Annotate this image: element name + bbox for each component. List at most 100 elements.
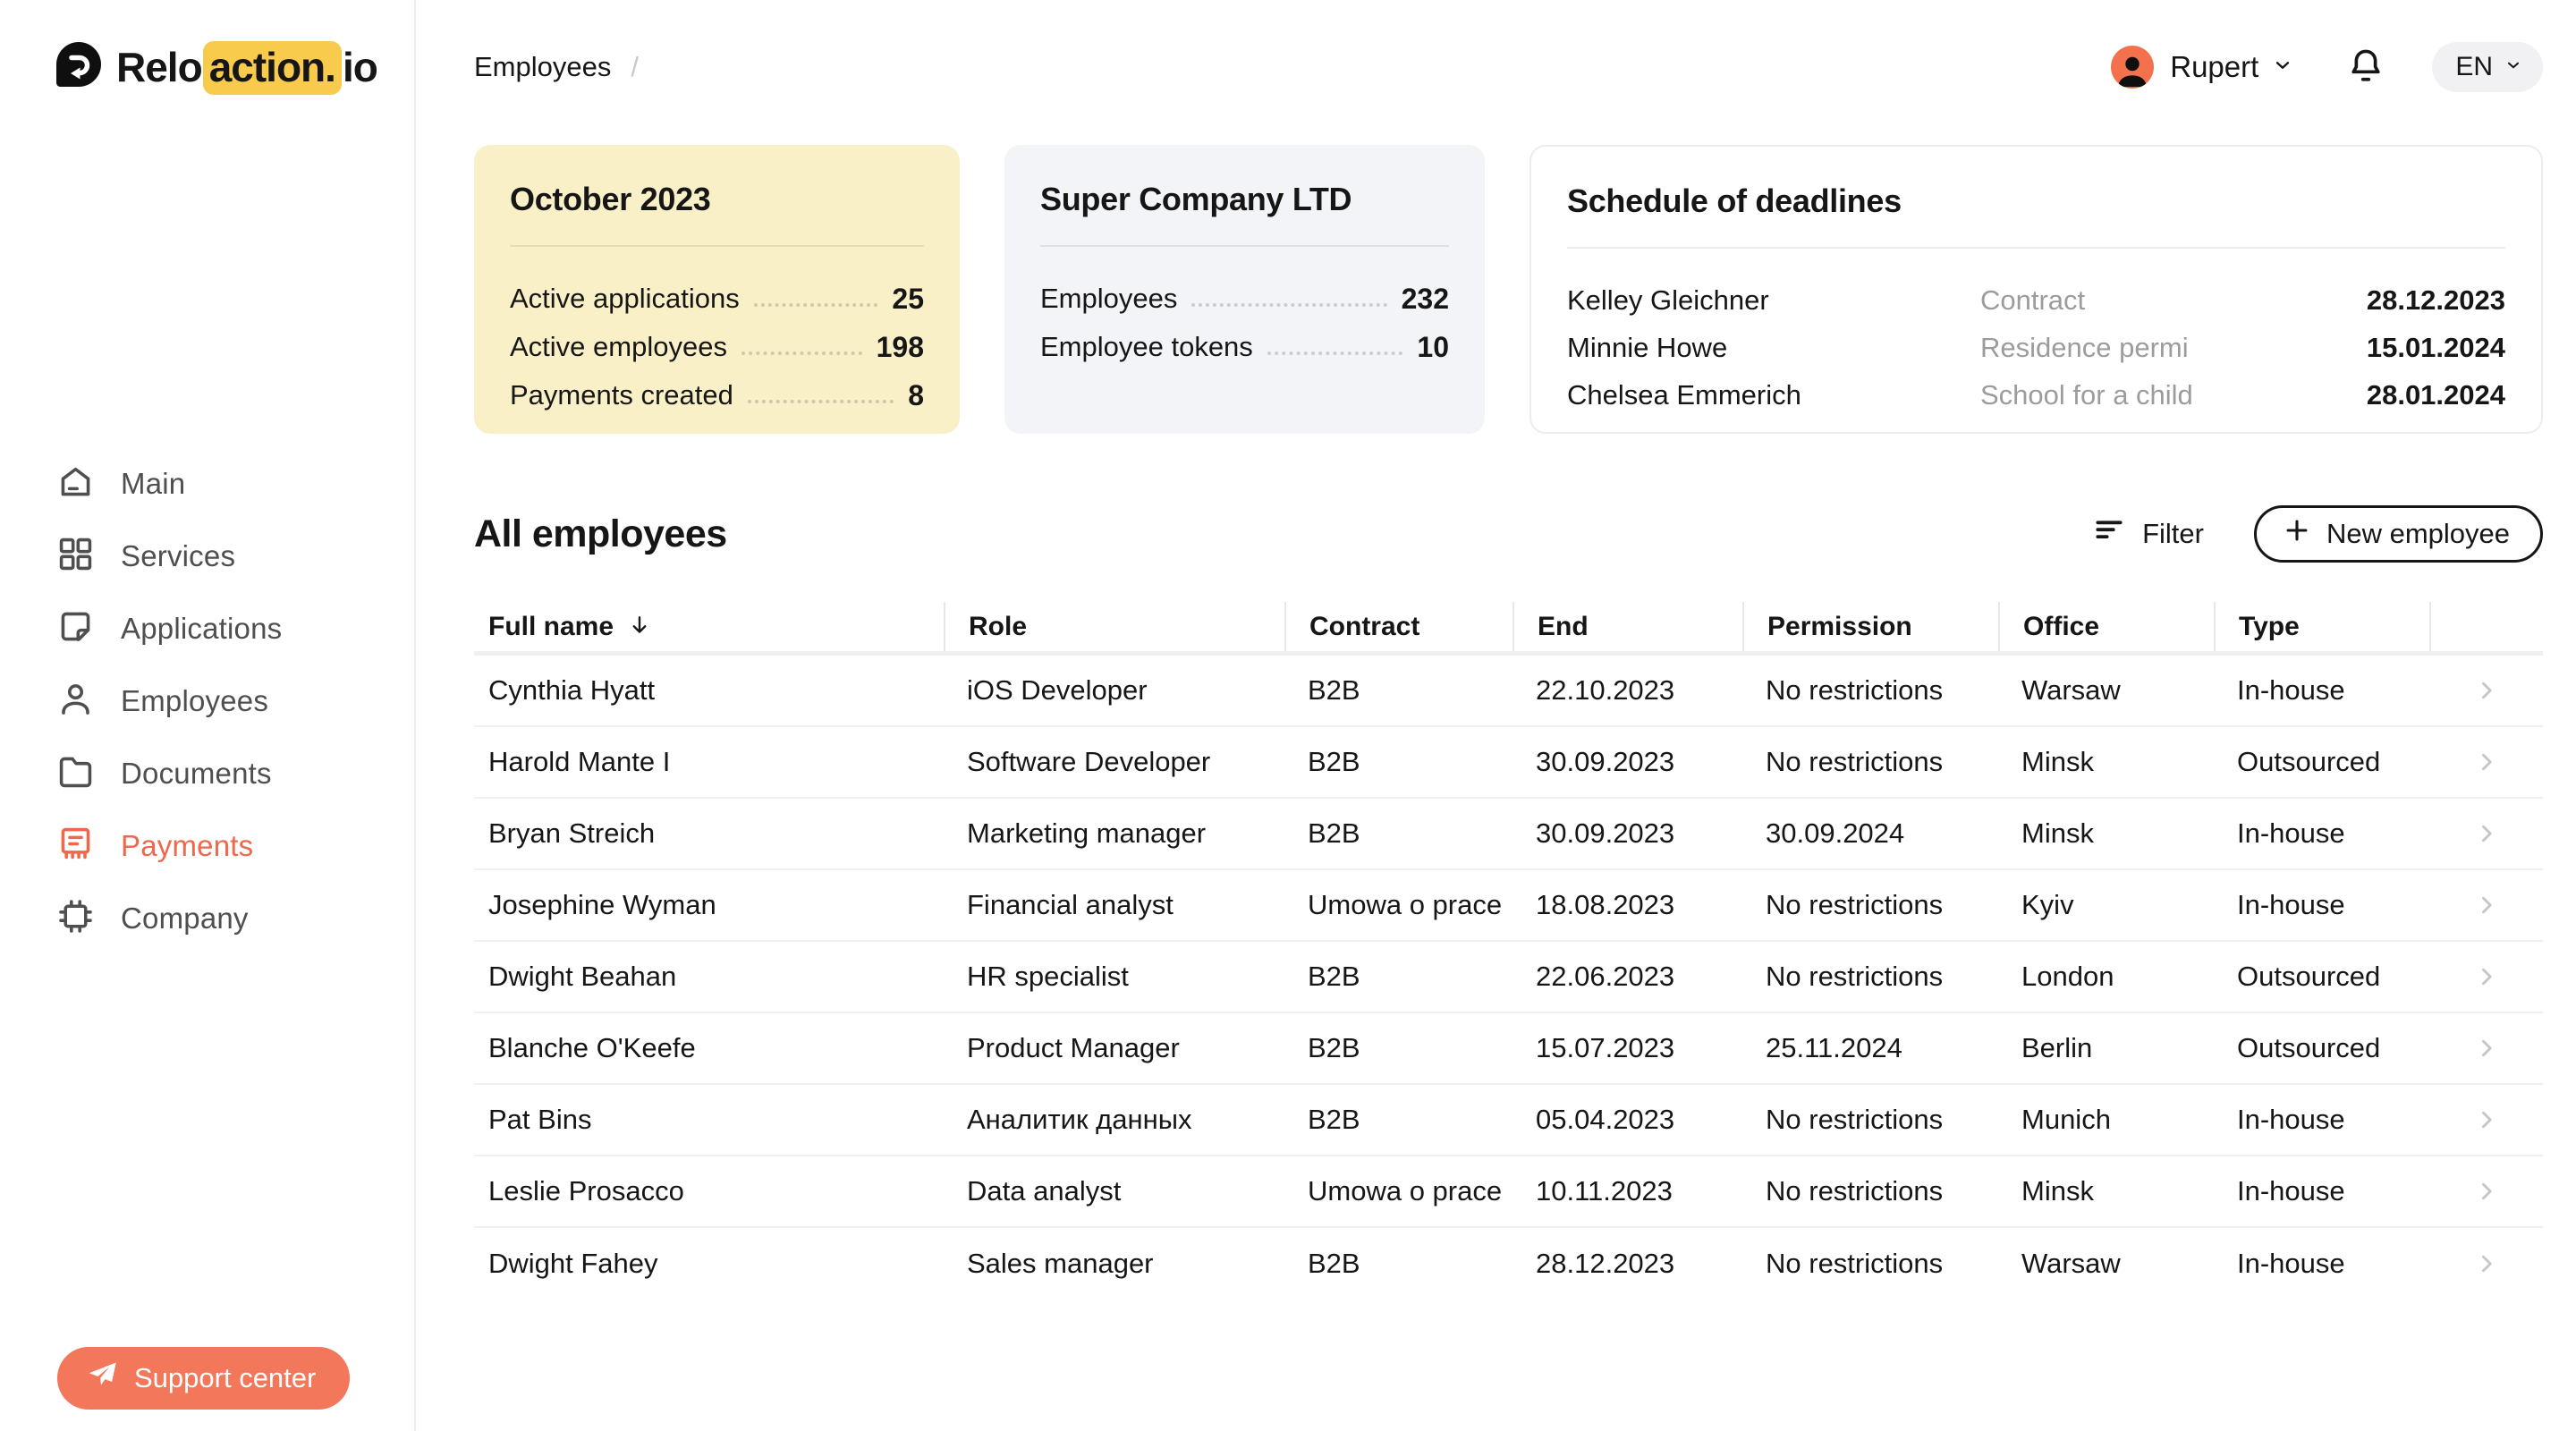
- deadline-date: 15.01.2024: [2366, 332, 2505, 363]
- breadcrumb-separator: /: [631, 51, 639, 82]
- avatar[interactable]: [2111, 46, 2155, 89]
- topbar-right: Rupert EN: [2111, 42, 2543, 92]
- company-summary-card: Super Company LTD Employees 232 Employee…: [1004, 145, 1485, 434]
- column-header-full-name[interactable]: Full name: [474, 602, 944, 651]
- cell-office: Warsaw: [2021, 1248, 2121, 1279]
- page-title: All employees: [474, 512, 727, 555]
- table-row[interactable]: Pat Bins Аналитик данных B2B 05.04.2023 …: [474, 1085, 2543, 1156]
- column-header-end: End: [1513, 602, 1742, 651]
- filter-button[interactable]: Filter: [2092, 513, 2204, 555]
- deadline-row: Kelley Gleichner Contract 28.12.2023: [1567, 283, 2505, 318]
- sidebar-item-payments[interactable]: Payments: [55, 809, 387, 882]
- language-selector[interactable]: EN: [2432, 42, 2543, 92]
- cell-type: In-house: [2237, 1175, 2345, 1207]
- cell-full-name: Harold Mante I: [488, 746, 671, 777]
- stat-row: Employees 232: [1040, 281, 1449, 317]
- cell-type: In-house: [2237, 889, 2345, 920]
- sidebar-item-label: Company: [121, 901, 249, 935]
- table-row[interactable]: Blanche O'Keefe Product Manager B2B 15.0…: [474, 1013, 2543, 1085]
- stat-row: Active employees 198: [510, 329, 924, 365]
- support-center-button[interactable]: Support center: [57, 1347, 351, 1410]
- language-label: EN: [2455, 52, 2493, 81]
- user-menu-chevron-down-icon[interactable]: [2271, 54, 2294, 81]
- stat-label: Employees: [1040, 283, 1178, 314]
- sidebar-item-label: Payments: [121, 828, 254, 862]
- deadline-date: 28.12.2023: [2366, 284, 2505, 316]
- table-row[interactable]: Leslie Prosacco Data analyst Umowa o pra…: [474, 1156, 2543, 1228]
- deadline-name: Kelley Gleichner: [1567, 284, 1769, 316]
- cell-full-name: Pat Bins: [488, 1104, 592, 1135]
- sidebar-item-label: Services: [121, 538, 236, 572]
- sidebar-item-main[interactable]: Main: [55, 447, 387, 520]
- support-center-label: Support center: [134, 1362, 317, 1393]
- sidebar-item-employees[interactable]: Employees: [55, 665, 387, 737]
- cell-contract: B2B: [1308, 817, 1360, 849]
- user-name[interactable]: Rupert: [2170, 50, 2259, 83]
- chevron-right-icon: [2429, 747, 2543, 777]
- cell-end: 30.09.2023: [1536, 746, 1675, 777]
- table-row[interactable]: Harold Mante I Software Developer B2B 30…: [474, 727, 2543, 799]
- grid-icon: [55, 534, 96, 579]
- table-actions: Filter New employee: [2092, 505, 2543, 563]
- sidebar-item-services[interactable]: Services: [55, 520, 387, 592]
- chevron-right-icon: [2429, 818, 2543, 849]
- deadline-name: Minnie Howe: [1567, 332, 1728, 363]
- dotted-leader: [1191, 303, 1387, 307]
- cell-role: Sales manager: [967, 1248, 1154, 1279]
- dotted-leader: [747, 400, 894, 403]
- cell-office: Munich: [2021, 1104, 2111, 1135]
- chevron-right-icon: [2429, 1033, 2543, 1063]
- employees-section-header: All employees Filter New employee: [474, 505, 2543, 563]
- deadline-name: Chelsea Emmerich: [1567, 379, 1801, 411]
- cell-type: In-house: [2237, 1104, 2345, 1135]
- cell-office: Minsk: [2021, 746, 2094, 777]
- breadcrumb-employees[interactable]: Employees: [474, 51, 612, 82]
- cell-office: Kyiv: [2021, 889, 2074, 920]
- logo-pin-icon: [54, 39, 104, 94]
- folder-icon: [55, 751, 96, 796]
- filter-label: Filter: [2142, 518, 2204, 549]
- cell-permission: No restrictions: [1766, 1248, 1944, 1279]
- stat-label: Employee tokens: [1040, 331, 1253, 362]
- notifications-bell-icon[interactable]: [2346, 46, 2385, 89]
- stat-row: Employee tokens 10: [1040, 329, 1449, 365]
- plus-icon: [2282, 515, 2312, 553]
- logo[interactable]: Relo action. io: [54, 39, 378, 95]
- sidebar-item-documents[interactable]: Documents: [55, 737, 387, 809]
- card-title: October 2023: [510, 181, 711, 217]
- stat-label: Payments created: [510, 379, 733, 411]
- column-header-contract: Contract: [1284, 602, 1513, 651]
- table-row[interactable]: Josephine Wyman Financial analyst Umowa …: [474, 870, 2543, 942]
- table-row[interactable]: Bryan Streich Marketing manager B2B 30.0…: [474, 799, 2543, 870]
- cell-role: Product Manager: [967, 1032, 1180, 1063]
- cell-full-name: Josephine Wyman: [488, 889, 716, 920]
- column-header-permission: Permission: [1742, 602, 1998, 651]
- divider: [510, 245, 924, 247]
- stat-row: Payments created 8: [510, 377, 924, 413]
- sidebar-item-company[interactable]: Company: [55, 882, 387, 954]
- cell-office: Warsaw: [2021, 674, 2121, 706]
- dotted-leader: [753, 303, 878, 307]
- sidebar-item-applications[interactable]: Applications: [55, 592, 387, 665]
- divider: [1040, 245, 1449, 247]
- cell-end: 05.04.2023: [1536, 1104, 1675, 1135]
- cell-contract: B2B: [1308, 746, 1360, 777]
- table-row[interactable]: Dwight Fahey Sales manager B2B 28.12.202…: [474, 1228, 2543, 1300]
- stat-value: 198: [876, 330, 924, 363]
- cell-full-name: Dwight Fahey: [488, 1248, 658, 1279]
- table-row[interactable]: Cynthia Hyatt iOS Developer B2B 22.10.20…: [474, 656, 2543, 727]
- sort-descending-icon: [614, 608, 653, 646]
- cell-office: Berlin: [2021, 1032, 2093, 1063]
- new-employee-button[interactable]: New employee: [2253, 505, 2543, 563]
- sidebar-nav: Main Services Applications Employees Doc…: [55, 447, 387, 954]
- language-chevron-down-icon: [2504, 52, 2523, 82]
- employees-table: Full name Role Contract End Permission O…: [474, 602, 2543, 1300]
- new-employee-label: New employee: [2326, 518, 2510, 549]
- cell-contract: B2B: [1308, 1248, 1360, 1279]
- cell-office: Minsk: [2021, 817, 2094, 849]
- chevron-right-icon: [2429, 675, 2543, 706]
- table-row[interactable]: Dwight Beahan HR specialist B2B 22.06.20…: [474, 942, 2543, 1013]
- dotted-leader: [1267, 351, 1403, 355]
- deadline-type: Contract: [1980, 284, 2086, 316]
